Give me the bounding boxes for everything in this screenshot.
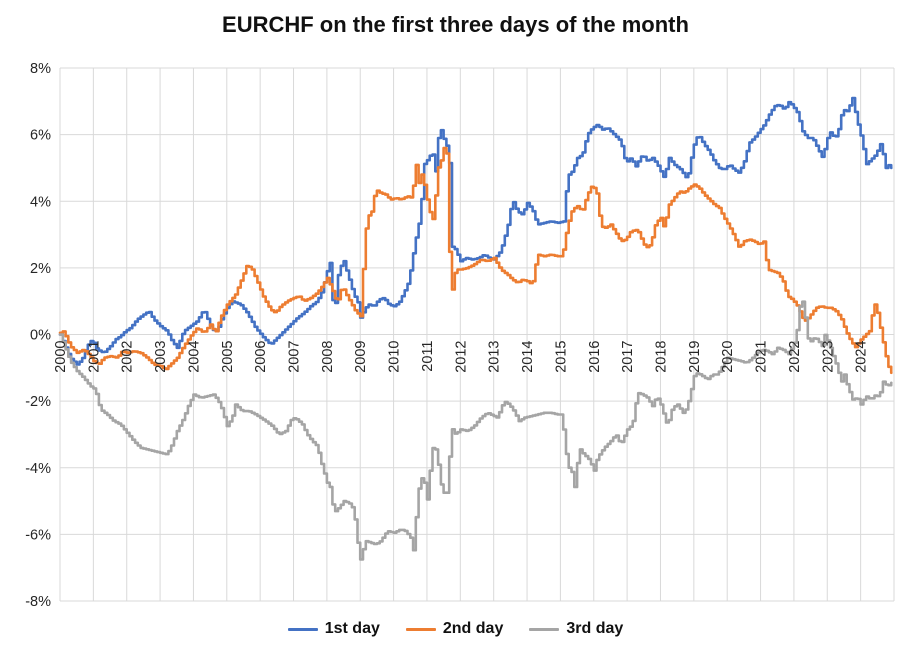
x-axis-tick-label: 2024 [854,341,870,373]
x-axis-tick-label: 2018 [654,341,670,373]
legend-item-3rd-day: 3rd day [529,620,623,638]
x-axis-tick-label: 2002 [120,341,136,373]
x-axis-tick-label: 2000 [53,341,69,373]
x-axis-tick-label: 2001 [86,341,102,373]
x-axis-tick-label: 2008 [320,341,336,373]
legend-line-swatch [287,627,318,631]
x-axis-tick-label: 2013 [487,341,503,373]
legend-line-swatch [529,627,560,631]
legend-item-1st-day: 1st day [287,620,380,638]
x-axis-tick-label: 2011 [420,341,436,372]
y-axis-tick-label: 8% [30,61,51,77]
y-axis-tick-label: 6% [30,128,51,144]
chart-title: EURCHF on the first three days of the mo… [222,12,689,37]
y-axis-tick-label: -6% [25,527,51,543]
x-axis-tick-label: 2022 [787,341,803,373]
y-axis-tick-label: -4% [25,461,51,477]
series-line-2nd-day [58,146,893,375]
y-axis-tick-label: -2% [25,394,51,410]
x-axis-tick-label: 2021 [754,341,770,373]
x-axis-tick-label: 2012 [453,341,469,373]
x-axis-tick-label: 2005 [220,341,236,373]
legend-label: 2nd day [442,620,504,637]
x-axis-tick-label: 2017 [620,341,636,373]
x-axis-tick-label: 2009 [353,341,369,373]
chart-legend: 1st day 2nd day 3rd day [0,620,911,638]
y-axis-tick-label: -8% [25,594,51,610]
x-axis-tick-label: 2007 [287,341,303,373]
legend-line-swatch [405,627,436,631]
x-axis-tick-label: 2006 [253,341,269,373]
legend-item-2nd-day: 2nd day [405,620,504,638]
x-axis-tick-label: 2019 [687,341,703,373]
y-axis-tick-label: 0% [30,328,51,344]
y-axis-tick-label: 4% [30,194,51,210]
series-line-3rd-day [58,300,893,561]
x-axis-tick-label: 2003 [153,341,169,373]
x-axis-tick-label: 2015 [553,341,569,373]
x-axis-tick-label: 2023 [820,341,836,373]
series-line-1st-day [58,96,893,366]
y-axis-tick-label: 2% [30,261,51,277]
x-axis-tick-label: 2014 [520,341,536,373]
x-axis-tick-label: 2020 [720,341,736,373]
legend-label: 1st day [324,620,380,637]
x-axis-tick-label: 2010 [387,341,403,373]
x-axis-tick-label: 2004 [186,341,202,373]
x-axis-tick-label: 2016 [587,341,603,373]
legend-label: 3rd day [566,620,624,637]
